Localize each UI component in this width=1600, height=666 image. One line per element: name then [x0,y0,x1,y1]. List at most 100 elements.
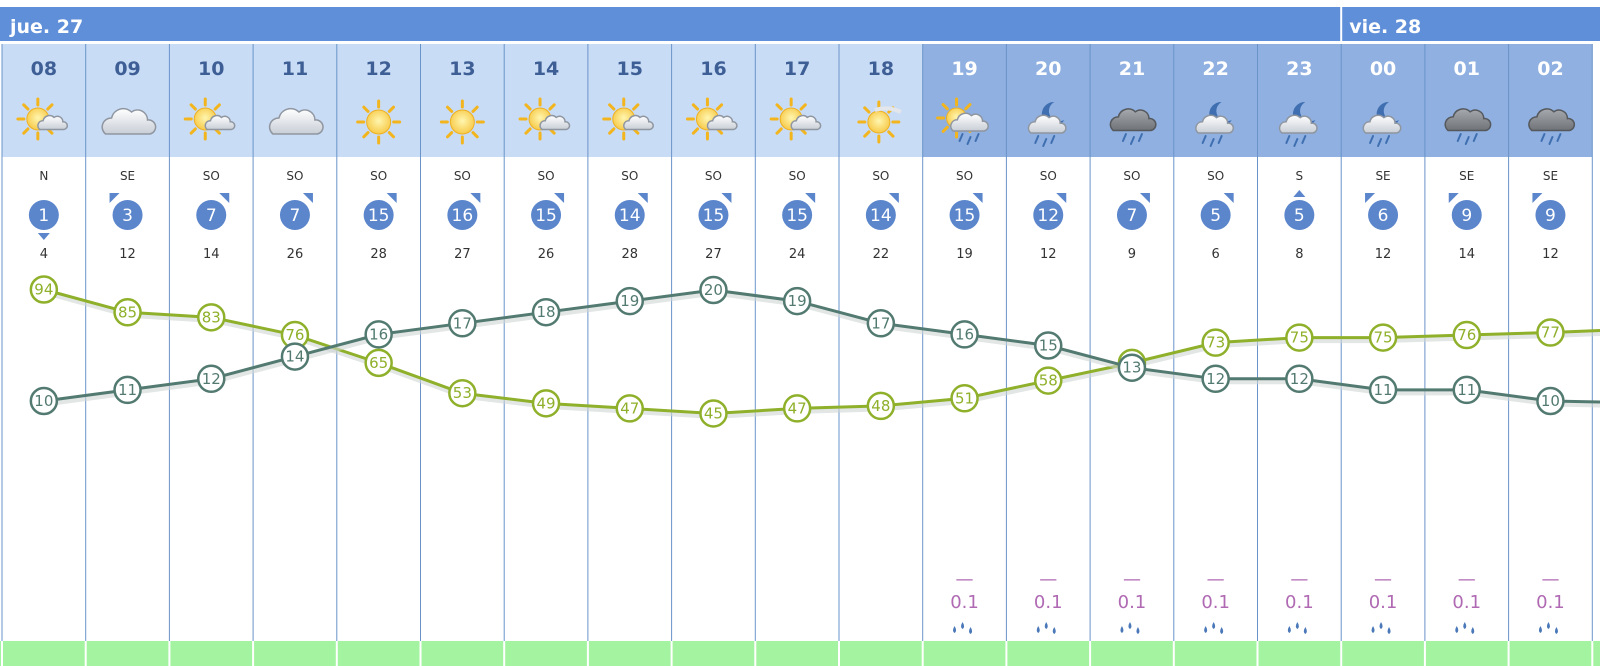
wind-direction-arrow [972,193,983,203]
rain-drop [1217,135,1223,144]
precip-value: 0.1 [1369,592,1398,613]
precip-marker: — [1123,569,1141,590]
humidity-point-label: 65 [369,354,388,372]
rain-drop [1129,136,1135,145]
hour-label: 20 [1035,58,1061,80]
haze-stroke [874,106,902,114]
wind-speed-value: 7 [206,206,217,226]
sun-ray [189,127,197,135]
wind-direction: SE [120,169,135,183]
moon-cloud-rain-icon [1195,101,1235,147]
sun-ray [446,105,454,113]
wind-gust-value: 6 [1212,247,1220,262]
humidity-point-label: 85 [118,303,137,321]
moon-cloud-rain-icon [1027,101,1067,147]
wind-speed-value: 9 [1461,206,1472,226]
cloud-shape [204,114,236,131]
wind-direction-arrow [1056,193,1067,203]
wind-speed-circle [196,200,227,230]
humidity-point [1368,323,1398,352]
wind-gust-value: 12 [1542,247,1559,262]
humidity-point [950,384,979,413]
cloud-shape [37,114,68,131]
precip-value: 0.1 [1452,592,1481,613]
hour-label: 00 [1370,58,1396,80]
wind-direction-arrow [554,193,565,203]
sun-cloud-icon [16,97,68,141]
wind-direction-arrow [109,193,120,203]
wind-direction-arrow [1139,193,1150,203]
temperature-point-label: 12 [1206,370,1225,388]
wind-gust-value: 12 [119,247,136,262]
humidity-point [29,275,59,304]
raindrop [961,622,965,629]
sun-ray [189,103,197,111]
humidity-point [615,394,644,423]
temperature-point [1285,364,1314,394]
humidity-point-label: 58 [1039,372,1058,390]
raindrop [1471,627,1475,634]
raindrop [1379,622,1383,629]
humidity-point-label: 94 [34,281,53,299]
sun-icon [356,99,402,145]
wind-gust-value: 22 [873,247,890,262]
wind-speed-circle [865,200,896,230]
raindrop [1287,626,1291,633]
sun-ray [548,103,556,111]
hour-label: 16 [700,58,726,80]
wind-gust-value: 27 [454,247,471,262]
hour-cell [504,44,588,157]
hour-cell [1341,44,1425,157]
temperature-point-label: 19 [620,292,639,310]
raindrop [1120,626,1124,633]
wind-speed-value: 5 [1294,206,1305,226]
wind-speed-value: 15 [786,206,808,226]
temperature-point [113,375,142,405]
temperature-line [43,288,1600,404]
wind-speed-circle [782,200,813,230]
temperature-point [280,342,310,371]
wind-direction: SE [1459,169,1474,183]
wind-gust-value: 24 [789,247,806,262]
rain-drop [1034,135,1040,144]
rain-drop [1285,135,1291,144]
temperature-point [1034,331,1063,360]
humidity-point [113,298,142,327]
precip-marker: — [1374,569,1392,590]
hour-label: 19 [951,58,977,80]
temperature-point-label: 17 [453,314,472,332]
humidity-point-label: 51 [955,389,974,407]
humidity-point [1452,320,1481,350]
raindrop [1538,626,1542,633]
humidity-point-label: 49 [537,394,556,412]
temperature-point [29,386,59,416]
precip-marker: — [1458,569,1476,590]
hour-cell [922,44,1007,157]
humidity-point-label: 48 [871,397,890,415]
wind-speed-value: 15 [954,206,976,226]
raindrop [953,626,957,633]
temperature-point [531,297,561,327]
wind-direction-arrow [1365,193,1376,203]
wind-gust-value: 27 [705,247,722,262]
wind-speed-circle [531,200,562,230]
temperature-point-label: 19 [788,292,807,310]
temperature-point-label: 20 [704,281,723,299]
rain-drop [1050,135,1056,144]
wind-gust-value: 9 [1128,247,1136,262]
raindrop [1371,626,1375,633]
precip-value: 0.1 [1034,592,1063,613]
sun-ray [775,103,783,111]
wind-speed-value: 9 [1545,206,1556,226]
rain-drop [1209,138,1215,147]
cloud-shape [101,107,157,135]
wind-direction-arrow [37,233,50,240]
humidity-point [782,394,812,423]
hour-label: 11 [282,58,308,80]
humidity-point-label: 76 [1457,326,1476,344]
sun-ray [524,103,532,111]
wind-gust-value: 19 [956,247,973,262]
wind-direction-arrow [805,193,816,203]
wind-direction-arrow [219,193,230,203]
